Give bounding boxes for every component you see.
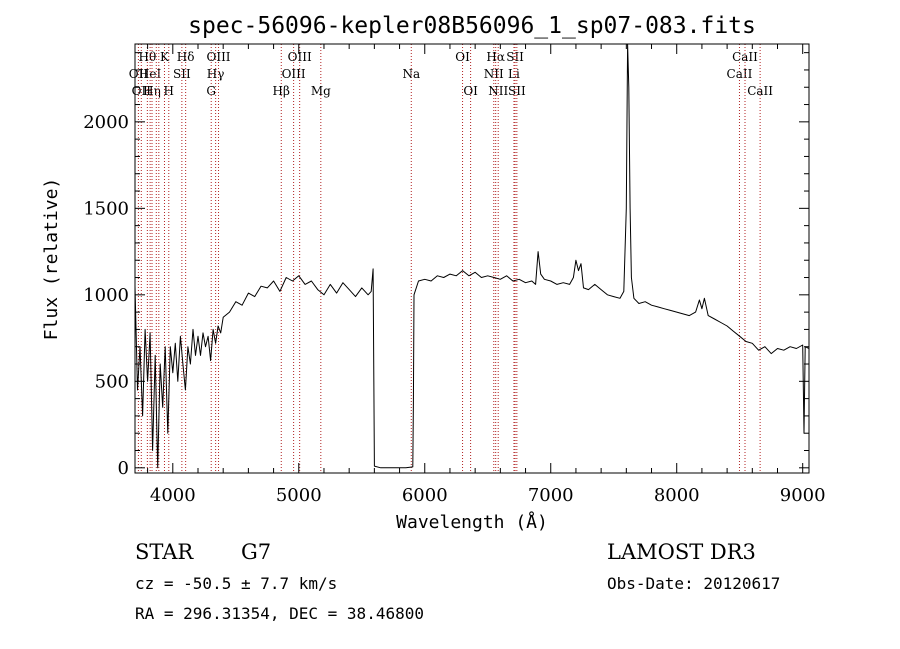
object-subclass: G7 bbox=[241, 540, 272, 564]
marker-label-15: OIII bbox=[282, 67, 306, 81]
marker-label-20: OI bbox=[463, 84, 478, 98]
x-axis: 4000 5000 6000 7000 8000 9000 bbox=[147, 44, 826, 506]
marker-label-24: Li bbox=[508, 67, 520, 81]
spectrum-line-0 bbox=[134, 43, 810, 469]
plot-frame bbox=[134, 43, 810, 474]
marker-label-26: SII bbox=[508, 84, 526, 98]
x-tick-label: 8000 bbox=[654, 485, 700, 506]
spectral-line-markers: OIIOIIHθHeIHηKHSIIHδGHγOIIIHβOIIIOIIIMgN… bbox=[129, 44, 773, 473]
marker-label-2: Hθ bbox=[138, 50, 156, 64]
spectrum-series bbox=[134, 43, 810, 469]
object-class: STAR bbox=[135, 540, 194, 564]
marker-label-7: K bbox=[160, 50, 170, 64]
marker-label-28: CaII bbox=[732, 50, 758, 64]
marker-label-0: OII bbox=[129, 67, 149, 81]
marker-label-17: Mg bbox=[311, 84, 331, 98]
marker-label-27: CaII bbox=[727, 67, 753, 81]
x-tick-label: 5000 bbox=[276, 485, 322, 506]
x-tick-label: 4000 bbox=[150, 485, 196, 506]
marker-label-18: Na bbox=[402, 67, 420, 81]
y-tick-label: 2000 bbox=[83, 112, 129, 133]
marker-label-13: OIII bbox=[206, 50, 230, 64]
chart-title: spec-56096-kepler08B56096_1_sp07-083.fit… bbox=[188, 13, 756, 39]
y-tick-label: 1000 bbox=[83, 285, 129, 306]
x-tick-label: 6000 bbox=[402, 485, 448, 506]
marker-label-19: OI bbox=[455, 50, 470, 64]
marker-label-21: NII bbox=[484, 67, 504, 81]
survey-label: LAMOST DR3 bbox=[607, 540, 756, 564]
marker-label-10: Hδ bbox=[177, 50, 195, 64]
y-tick-label: 1500 bbox=[83, 198, 129, 219]
y-axis: 0 500 1000 1500 2000 bbox=[83, 52, 809, 479]
marker-label-14: Hβ bbox=[273, 84, 290, 98]
marker-label-3: HeI bbox=[139, 67, 162, 81]
marker-label-9: SII bbox=[173, 67, 191, 81]
x-tick-label: 7000 bbox=[528, 485, 574, 506]
marker-label-4: Hη bbox=[143, 84, 161, 98]
coordinates: RA = 296.31354, DEC = 38.46800 bbox=[135, 604, 424, 623]
x-axis-label: Wavelength (Å) bbox=[396, 511, 548, 533]
y-axis-label: Flux (relative) bbox=[41, 178, 62, 341]
marker-label-8: H bbox=[164, 84, 174, 98]
marker-label-16: OIII bbox=[288, 50, 312, 64]
y-tick-label: 500 bbox=[95, 371, 129, 392]
marker-label-12: Hγ bbox=[207, 67, 225, 81]
x-tick-label: 9000 bbox=[780, 485, 826, 506]
marker-label-29: CaII bbox=[747, 84, 773, 98]
marker-label-25: SII bbox=[506, 50, 524, 64]
y-tick-label: 0 bbox=[118, 458, 129, 479]
redshift-cz: cz = -50.5 ± 7.7 km/s bbox=[135, 574, 338, 593]
marker-label-23: NII bbox=[488, 84, 508, 98]
marker-label-11: G bbox=[206, 84, 216, 98]
marker-label-22: Hα bbox=[486, 50, 505, 64]
obs-date: Obs-Date: 20120617 bbox=[607, 574, 781, 593]
